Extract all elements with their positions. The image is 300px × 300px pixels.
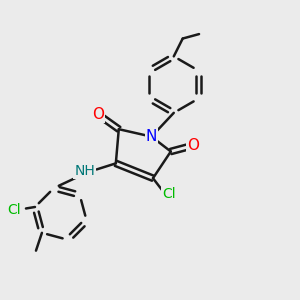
Text: NH: NH <box>74 164 95 178</box>
Text: O: O <box>187 138 199 153</box>
Text: N: N <box>146 129 157 144</box>
Text: Cl: Cl <box>163 187 176 201</box>
Text: O: O <box>92 107 104 122</box>
Text: Cl: Cl <box>8 203 21 217</box>
